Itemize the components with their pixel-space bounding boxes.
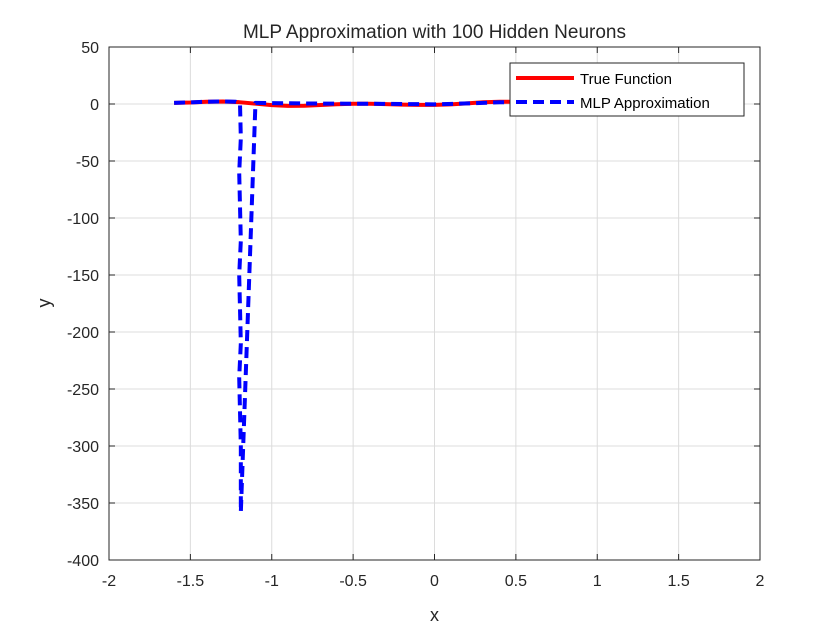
x-tick-label: -1 (265, 573, 279, 590)
x-tick-label: 1.5 (668, 573, 690, 590)
y-tick-label: -400 (67, 553, 99, 570)
series-line-mlp-approximation (174, 99, 533, 515)
x-axis-label: x (430, 605, 439, 625)
legend-box (509, 62, 745, 117)
y-tick-label: -300 (67, 439, 99, 456)
x-tick-label: 1 (593, 573, 602, 590)
y-tick-label: -200 (67, 325, 99, 342)
y-tick-label: 50 (81, 40, 99, 57)
y-axis-label: y (34, 299, 54, 308)
x-tick-label: 2 (756, 573, 765, 590)
y-tick-label: 0 (90, 97, 99, 114)
x-tick-label: 0.5 (505, 573, 527, 590)
y-tick-label: -50 (76, 154, 99, 171)
legend-label-mlp-approximation: MLP Approximation (580, 95, 710, 112)
x-tick-label: -0.5 (339, 573, 367, 590)
ticks: -2 -1.5 -1 -0.5 0 0.5 1 1.5 2 -400 -350 -300 -250 -20… (67, 40, 765, 590)
legend: True Function MLP Approximation (509, 62, 745, 117)
y-tick-label: -350 (67, 496, 99, 513)
x-tick-label: -2 (102, 573, 116, 590)
x-tick-label: 0 (430, 573, 439, 590)
legend-label-true-function: True Function (580, 71, 672, 88)
series-layer (174, 99, 533, 515)
y-tick-label: -100 (67, 211, 99, 228)
y-tick-label: -250 (67, 382, 99, 399)
chart-title: MLP Approximation with 100 Hidden Neuron… (243, 22, 626, 43)
y-tick-label: -150 (67, 268, 99, 285)
x-tick-label: -1.5 (177, 573, 205, 590)
grid (109, 47, 760, 560)
